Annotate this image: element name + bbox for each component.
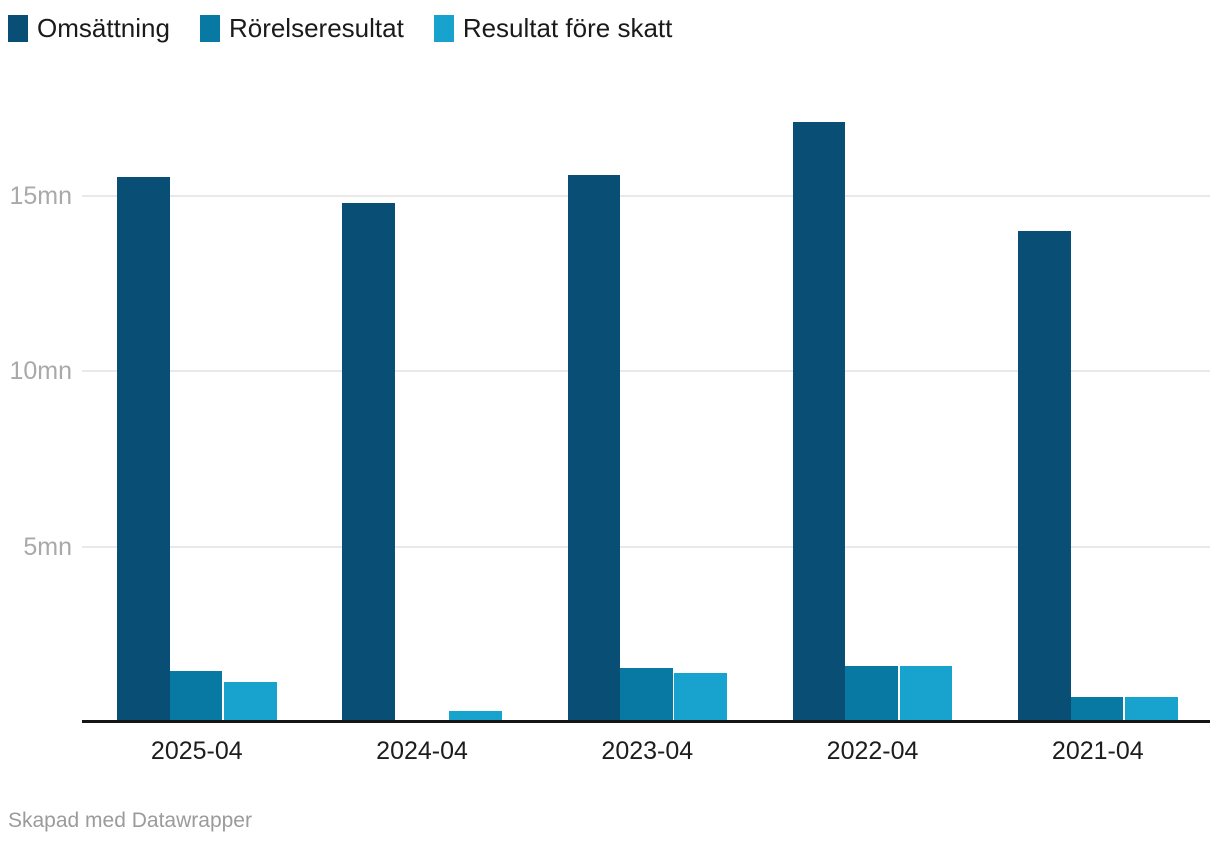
attribution: Skapad med Datawrapper	[8, 808, 252, 834]
bar-resultat-fore-skatt[interactable]	[674, 673, 728, 722]
legend-item: Omsättning	[8, 13, 170, 43]
legend-item: Rörelseresultat	[199, 13, 404, 43]
x-tick-label: 2021-04	[1051, 737, 1144, 765]
y-tick-label: 15mn	[9, 181, 72, 210]
bar-omsattning[interactable]	[117, 177, 170, 722]
bar-resultat-fore-skatt[interactable]	[1124, 697, 1178, 722]
legend-label: Omsättning	[37, 13, 170, 43]
bar-rorelseresultat[interactable]	[845, 666, 899, 722]
bar-rorelseresultat[interactable]	[169, 671, 223, 722]
bar-rorelseresultat[interactable]	[1070, 697, 1124, 722]
legend-swatch-icon	[8, 14, 28, 42]
gridline	[82, 370, 1210, 373]
bar-resultat-fore-skatt[interactable]	[449, 711, 502, 722]
bar-rorelseresultat[interactable]	[620, 668, 673, 722]
legend-label: Resultat före skatt	[462, 13, 673, 43]
bar-omsattning[interactable]	[567, 175, 621, 722]
legend-swatch-icon	[433, 14, 454, 42]
bar-omsattning[interactable]	[342, 203, 395, 722]
x-tick-label: 2023-04	[601, 737, 694, 765]
legend-item: Resultat före skatt	[433, 13, 673, 43]
legend: Omsättning Rörelseresultat Resultat före s…	[8, 13, 672, 43]
bar-resultat-fore-skatt[interactable]	[899, 666, 953, 722]
x-tick-label: 2022-04	[826, 737, 919, 765]
legend-label: Rörelseresultat	[228, 13, 404, 43]
y-tick-label: 10mn	[9, 357, 72, 386]
bar-resultat-fore-skatt[interactable]	[223, 682, 277, 722]
x-axis-line	[82, 720, 1210, 723]
x-tick-label: 2024-04	[376, 737, 468, 765]
bar-omsattning[interactable]	[1018, 231, 1071, 722]
y-tick-label: 5mn	[23, 532, 72, 561]
x-tick-label: 2025-04	[150, 737, 243, 765]
gridline	[82, 545, 1210, 548]
gridline	[82, 194, 1210, 197]
legend-swatch-icon	[199, 14, 220, 42]
bar-omsattning[interactable]	[792, 122, 846, 722]
datawrapper-credit-link[interactable]: Skapad med Datawrapper	[8, 809, 252, 832]
